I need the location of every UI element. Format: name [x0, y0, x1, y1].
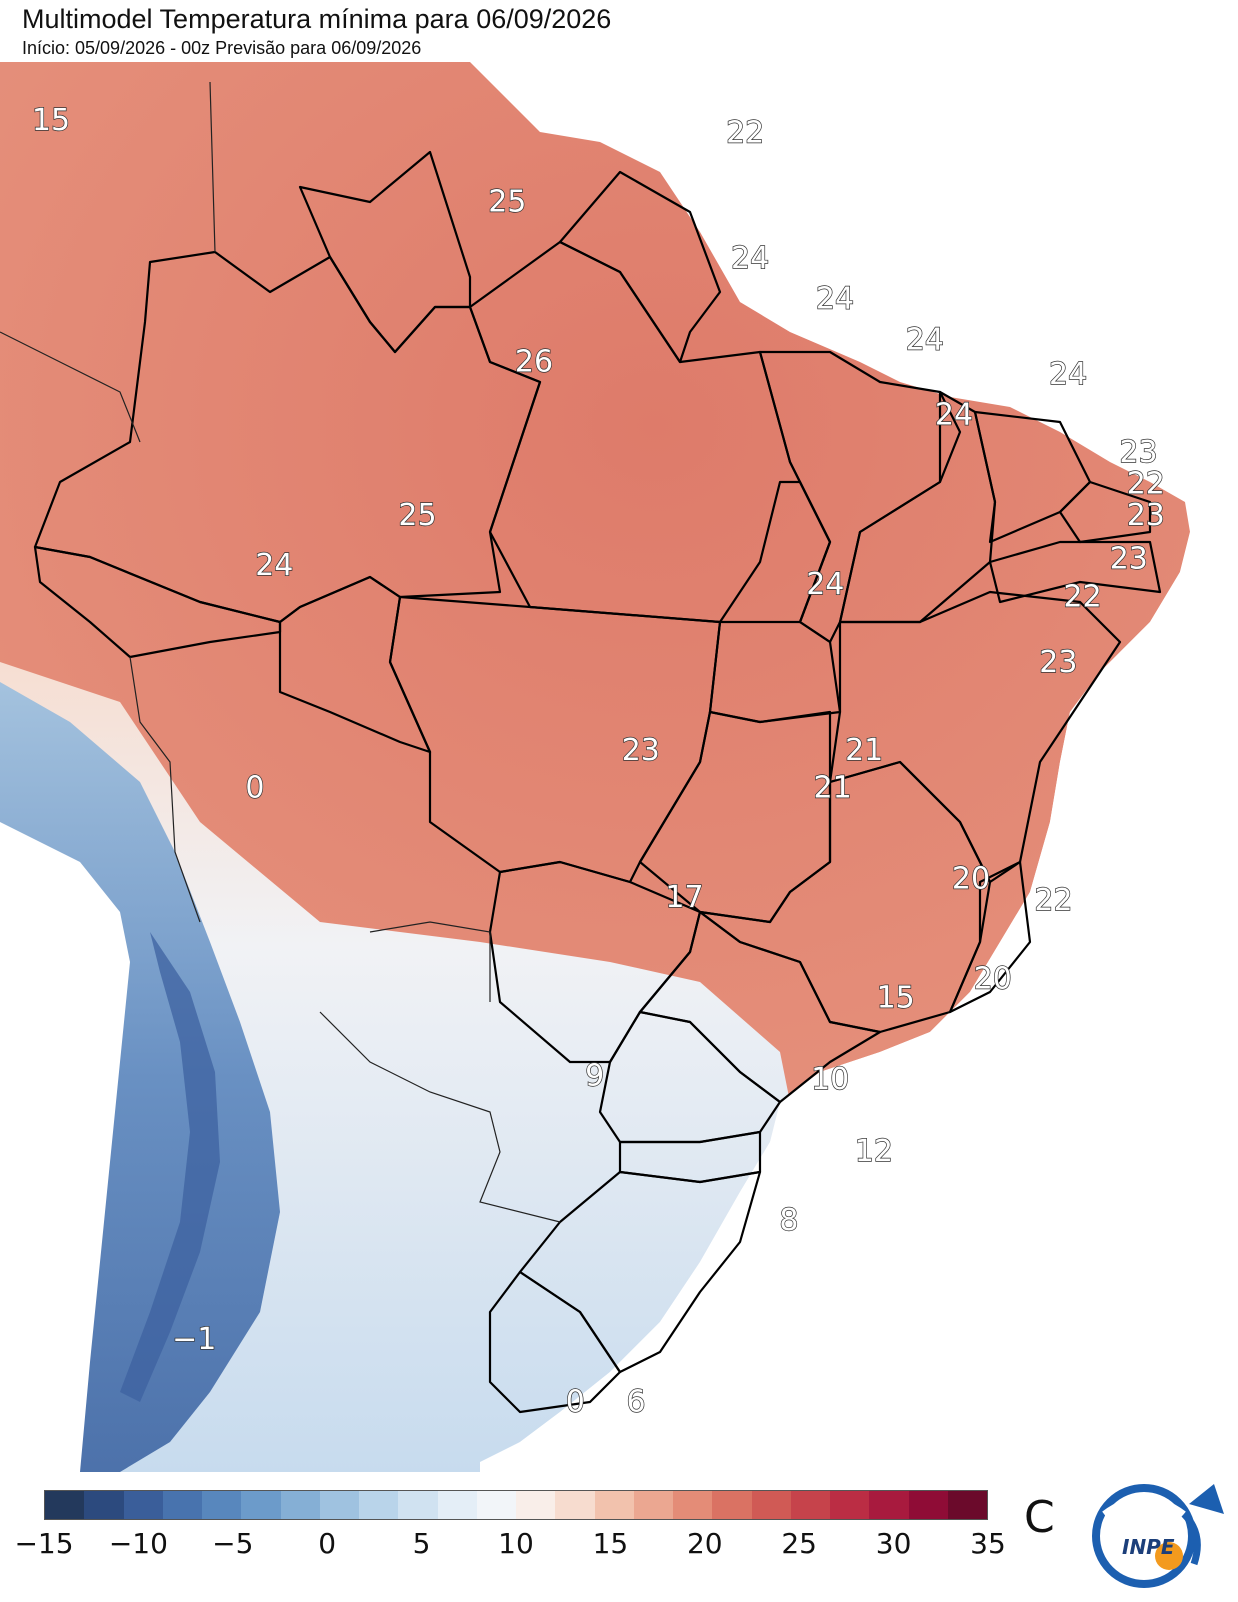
color-scale-segment — [633, 1491, 673, 1519]
color-scale-segment — [84, 1491, 124, 1519]
color-scale-segment — [555, 1491, 595, 1519]
color-scale-segment — [790, 1491, 830, 1519]
colombia-venezuela-border — [0, 81, 216, 443]
bolivia-paraguay-border — [369, 921, 491, 1002]
temperature-contour-label: 0 — [245, 770, 264, 805]
pacific-coast-white — [0, 822, 130, 1472]
temperature-contour-label: 9 — [585, 1059, 604, 1094]
color-scale-tick-label: 5 — [412, 1527, 431, 1560]
color-scale-segment — [673, 1491, 713, 1519]
amapa-border — [558, 170, 722, 364]
temperature-contour-label: 24 — [935, 398, 973, 433]
temperature-contour-label: 24 — [1049, 357, 1087, 392]
color-scale-segment — [594, 1491, 634, 1519]
sao-paulo-border — [638, 910, 882, 1104]
svg-text:INPE: INPE — [1122, 1535, 1175, 1559]
temperature-contour-label: 17 — [665, 880, 703, 915]
es-rj-border — [948, 860, 1032, 1014]
atlantic-white — [480, 532, 1238, 1472]
temperature-contour-label: 23 — [1039, 645, 1077, 680]
temperature-contour-label: 0 — [566, 1385, 585, 1420]
rio-grande-do-sul-border — [518, 1170, 762, 1374]
country-borders-thin — [0, 81, 561, 1223]
color-scale-tick-label: 15 — [592, 1527, 629, 1560]
color-scale-segment — [476, 1491, 516, 1519]
uruguay-border — [488, 1270, 622, 1414]
pb-pe-border — [988, 540, 1162, 604]
temperature-contour-label: 24 — [806, 567, 844, 602]
temperature-contour-label: 20 — [952, 861, 990, 896]
temperature-contour-label: 25 — [488, 185, 526, 220]
andes-core — [120, 932, 220, 1402]
color-scale-tick-label: 20 — [686, 1527, 723, 1560]
roraima-border — [298, 150, 472, 354]
color-scale-tick-label: 25 — [781, 1527, 818, 1560]
temperature-contour-label: 15 — [32, 103, 70, 138]
color-scale-segment — [908, 1491, 948, 1519]
color-scale-tick-label: 0 — [318, 1527, 337, 1560]
rn-border — [1058, 480, 1152, 544]
temperature-contour-label: 25 — [398, 498, 436, 533]
color-scale-segment — [398, 1491, 438, 1519]
temperature-contour-label: 23 — [1127, 498, 1165, 533]
color-scale-segment — [280, 1491, 320, 1519]
map-title: Multimodel Temperatura mínima para 06/09… — [22, 4, 612, 34]
temperature-contour-label: 24 — [255, 548, 293, 583]
color-scale-segment — [202, 1491, 242, 1519]
color-scale-segment — [869, 1491, 909, 1519]
color-scale-segment — [516, 1491, 556, 1519]
temperature-map: 15 22 25 24 24 24 24 24 23 22 23 23 22 23 26 25 24 24 23 21… — [0, 62, 1238, 1472]
temperature-contour-label: 23 — [622, 733, 660, 768]
temperature-contour-label: 21 — [814, 770, 852, 805]
temperature-contour-label: 12 — [855, 1134, 893, 1169]
peru-bolivia-border — [129, 656, 201, 923]
temperature-contour-label: 20 — [974, 962, 1012, 997]
color-scale-segment — [162, 1491, 202, 1519]
temperature-contour-label: 22 — [1064, 579, 1102, 614]
map-subtitle: Início: 05/09/2026 - 00z Previsão para 0… — [22, 38, 422, 58]
temperature-contour-label: 10 — [811, 1062, 849, 1097]
color-scale-segment — [45, 1491, 85, 1519]
paraguay-argentina-border — [319, 1011, 561, 1223]
color-scale-tick-label: −5 — [212, 1527, 254, 1560]
acre-border — [33, 545, 282, 659]
color-scale-segment — [123, 1491, 163, 1519]
color-scale-tick-label: −10 — [108, 1527, 168, 1560]
color-scale-segment — [437, 1491, 477, 1519]
temperature-contour-label: 23 — [1110, 542, 1148, 577]
parana-border — [598, 1010, 782, 1144]
temperature-contour-label: 24 — [906, 322, 944, 357]
color-scale-segment — [830, 1491, 870, 1519]
color-scale-segment — [712, 1491, 752, 1519]
temperature-contour-label: 15 — [877, 980, 915, 1015]
continent-warm-area — [0, 62, 1190, 1102]
temperature-contour-label: 22 — [1034, 883, 1072, 918]
color-scale-tick-label: 35 — [970, 1527, 1006, 1560]
unit-label: C — [1024, 1492, 1055, 1543]
color-scale-segment — [947, 1491, 987, 1519]
color-scale-bar — [44, 1490, 988, 1520]
temperature-contour-label: 21 — [845, 733, 883, 768]
color-scale-ticks: −15 −10 −5 0 5 10 15 20 25 30 35 — [14, 1527, 1005, 1567]
temperature-contour-label: 6 — [626, 1385, 645, 1420]
temperature-contour-label: 8 — [779, 1203, 798, 1238]
temperature-contour-label: 23 — [1119, 435, 1157, 470]
temperature-contour-label: 24 — [816, 282, 854, 317]
temperature-contour-label: 24 — [731, 241, 769, 276]
color-scale-segment — [359, 1491, 399, 1519]
color-scale-tick-label: −15 — [14, 1527, 74, 1560]
color-scale-segment — [751, 1491, 791, 1519]
rondonia-border — [278, 575, 432, 754]
color-scale-tick-label: 30 — [875, 1527, 912, 1560]
color-scale-segment — [319, 1491, 359, 1519]
temperature-contour-label: 22 — [1127, 467, 1165, 502]
inpe-logo: INPE — [1084, 1474, 1234, 1594]
temperature-contour-label: −1 — [172, 1322, 216, 1357]
temperature-contour-label: 22 — [726, 116, 764, 151]
color-scale-tick-label: 10 — [498, 1527, 534, 1560]
temperature-contour-label: 26 — [515, 344, 553, 379]
boundary-lines — [33, 150, 1162, 1414]
color-scale-segment — [241, 1491, 281, 1519]
